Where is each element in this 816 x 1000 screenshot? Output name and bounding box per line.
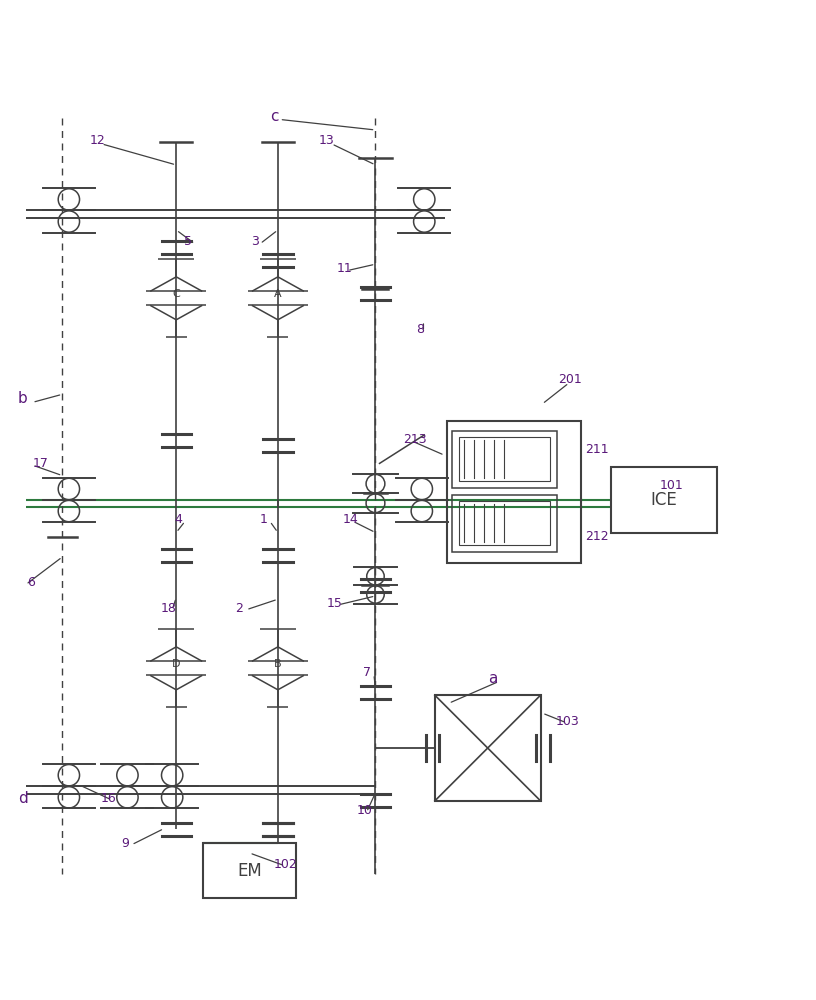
Text: 5: 5 [184, 235, 193, 248]
Text: 2: 2 [236, 602, 243, 615]
Bar [435, 695, 540, 801]
Text: 103: 103 [555, 715, 579, 728]
Text: 11: 11 [336, 262, 353, 275]
Bar [459, 437, 550, 481]
Text: d: d [18, 791, 28, 806]
Text: 10: 10 [357, 804, 373, 817]
Text: A: A [274, 289, 282, 299]
Text: 201: 201 [558, 373, 582, 386]
Bar [452, 431, 557, 488]
Text: 102: 102 [274, 858, 298, 871]
Text: 9: 9 [122, 837, 130, 850]
Text: 6: 6 [28, 576, 35, 589]
Text: 12: 12 [89, 134, 105, 147]
Text: 101: 101 [660, 479, 684, 492]
Text: 15: 15 [326, 597, 343, 610]
Text: 18: 18 [161, 602, 176, 615]
Text: 1: 1 [260, 513, 268, 526]
Text: 13: 13 [318, 134, 335, 147]
Text: a: a [488, 671, 497, 686]
Text: 7: 7 [363, 666, 371, 679]
Text: 212: 212 [585, 530, 609, 543]
Bar [611, 467, 717, 533]
Text: D: D [172, 659, 180, 669]
Bar [446, 421, 581, 563]
Text: 16: 16 [100, 792, 117, 805]
Bar [459, 501, 550, 545]
Text: 8: 8 [416, 323, 424, 336]
Bar [202, 843, 296, 898]
Text: c: c [270, 109, 278, 124]
Text: C: C [172, 289, 180, 299]
Text: ICE: ICE [651, 491, 677, 509]
Text: 211: 211 [585, 443, 609, 456]
Text: 17: 17 [33, 457, 48, 470]
Text: 213: 213 [403, 433, 427, 446]
Text: 14: 14 [343, 513, 359, 526]
Text: 4: 4 [175, 513, 183, 526]
Text: 3: 3 [251, 235, 259, 248]
Text: B: B [274, 659, 282, 669]
Bar [452, 495, 557, 552]
Text: b: b [18, 391, 28, 406]
Text: EM: EM [237, 862, 262, 880]
